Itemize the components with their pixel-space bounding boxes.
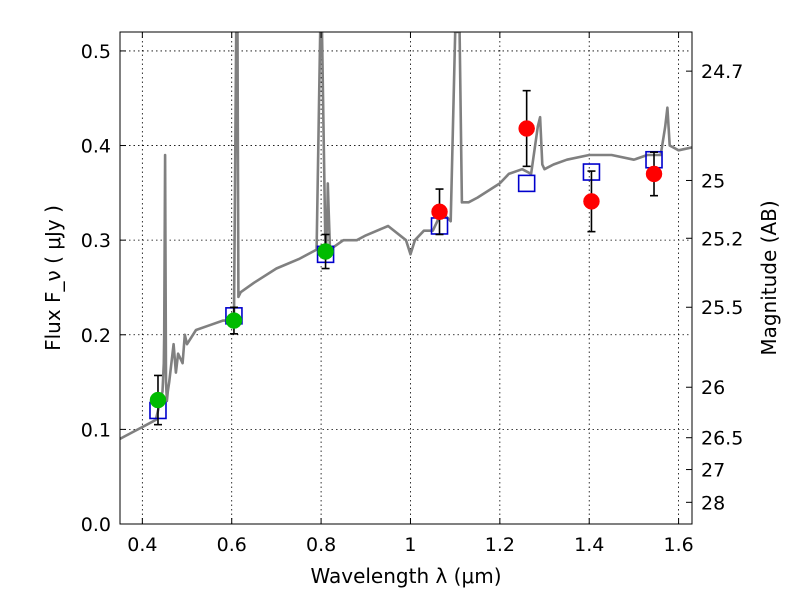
marker-layer — [149, 89, 663, 426]
y2-tick-label: 25.2 — [701, 228, 743, 250]
y2-tick-label: 26.5 — [701, 428, 743, 450]
y-axis-label: Flux F_ν ( μJy ) — [41, 205, 65, 351]
y2-tick-label: 28 — [701, 492, 725, 514]
x-tick-label: 1.6 — [663, 534, 693, 556]
y2-tick-label: 25.5 — [701, 297, 743, 319]
x-tick-label: 1 — [404, 534, 416, 556]
x-tick-label: 0.4 — [127, 534, 157, 556]
y2-tick-label: 25 — [701, 170, 725, 192]
plot-frame — [119, 31, 693, 525]
photometry-point — [225, 312, 243, 329]
x-tick-label: 1.4 — [574, 534, 604, 556]
photometry-point — [431, 203, 448, 221]
y-tick-label: 0.2 — [81, 325, 111, 347]
y2-tick-label: 27 — [701, 460, 725, 482]
y2-tick-label: 24.7 — [701, 61, 743, 83]
y-tick-label: 0.4 — [81, 136, 111, 158]
y2-tick-labels: 24.7 25 25.2 25.5 26 26.5 27 28 — [701, 61, 743, 514]
x-axis-label: Wavelength λ (μm) — [310, 564, 501, 588]
photometry-point — [317, 243, 334, 260]
x-tick-label: 0.6 — [217, 534, 247, 556]
y-tick-label: 0.0 — [81, 514, 111, 536]
spectrum-line — [120, 32, 692, 440]
y2-tick-label: 26 — [701, 377, 725, 399]
photometry-point — [518, 120, 535, 137]
x-tick-label: 1.2 — [485, 534, 515, 556]
model-square-point — [517, 174, 536, 193]
y-tick-label: 0.1 — [81, 419, 111, 441]
x-tick-labels: 0.4 0.6 0.8 1 1.2 1.4 1.6 — [127, 534, 693, 556]
y2-axis-label: Magnitude (AB) — [757, 200, 781, 355]
photometry-point — [583, 193, 600, 210]
tick-marks — [120, 32, 692, 525]
y-tick-labels: 0.0 0.1 0.2 0.3 0.4 0.5 — [81, 41, 111, 536]
x-tick-label: 0.8 — [306, 534, 336, 556]
y-tick-label: 0.3 — [81, 230, 111, 252]
spectrum-layer — [120, 32, 692, 440]
photometry-point — [645, 165, 663, 183]
y-tick-label: 0.5 — [81, 41, 111, 63]
photometry-point — [149, 391, 167, 409]
